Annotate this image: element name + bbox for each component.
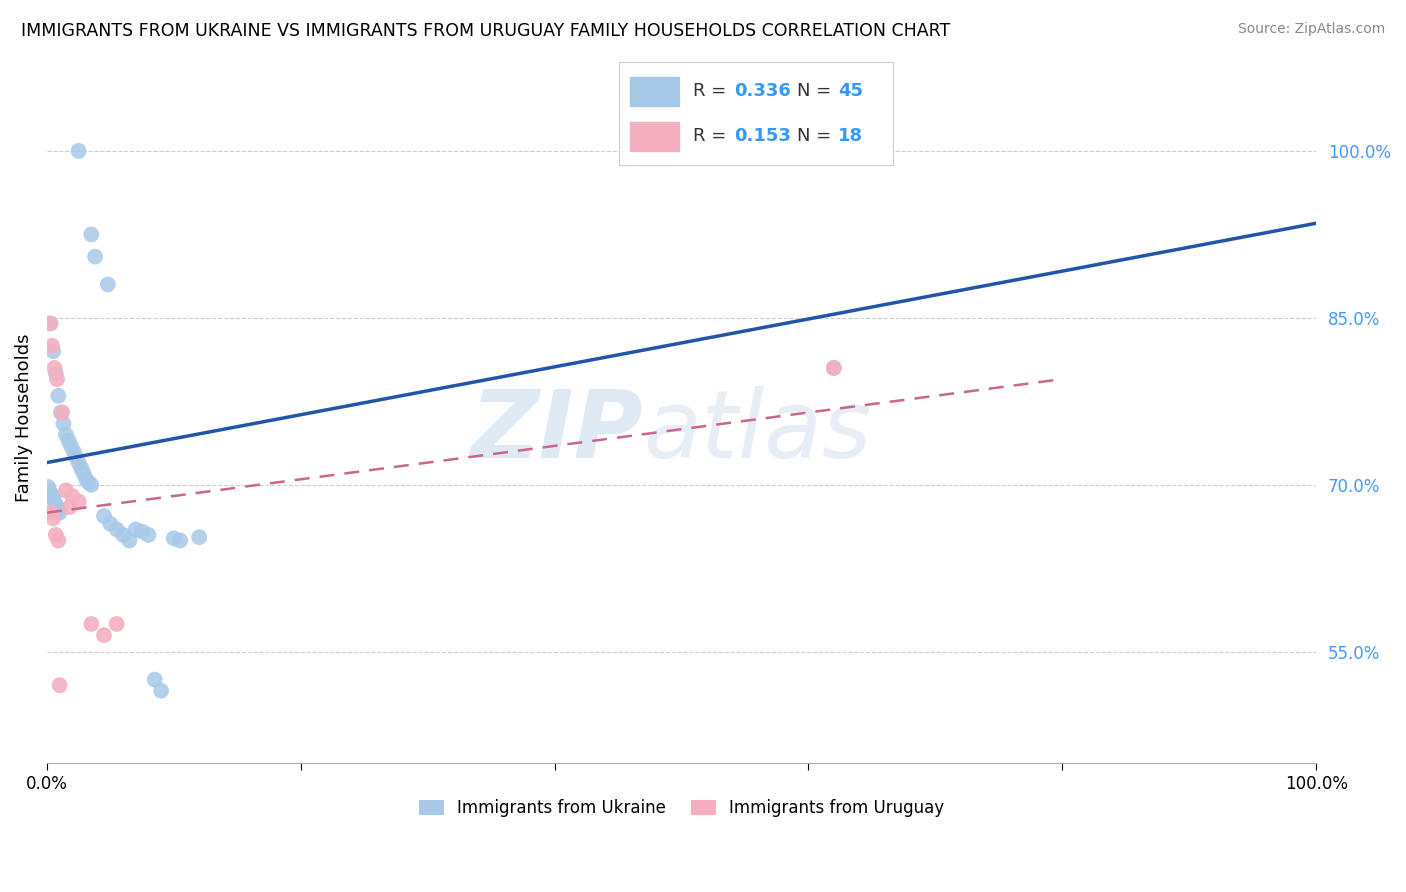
Text: Source: ZipAtlas.com: Source: ZipAtlas.com (1237, 22, 1385, 37)
Text: N =: N = (797, 82, 837, 100)
Point (169, 533, 191, 548)
Text: 0.336: 0.336 (734, 82, 790, 100)
Text: ZIP: ZIP (471, 386, 644, 478)
Point (42, 511, 65, 525)
Point (42, 491, 65, 506)
Point (93, 508, 115, 523)
Point (75, 472, 97, 486)
Point (49, 405, 72, 419)
Point (39, 487, 62, 501)
Point (46, 533, 69, 548)
Point (46, 372, 69, 386)
Point (55, 483, 77, 498)
Text: R =: R = (693, 82, 731, 100)
Point (55, 427, 77, 442)
Point (823, 361, 845, 376)
Point (46, 500, 69, 515)
Point (70, 461, 93, 475)
Point (58, 434, 80, 448)
Point (823, 361, 845, 376)
Point (46, 389, 69, 403)
Text: 18: 18 (838, 128, 863, 145)
Point (38, 317, 60, 331)
Point (80, 227, 103, 242)
Point (60, 439, 83, 453)
Point (65, 450, 87, 464)
Point (48, 506, 70, 520)
Point (38, 483, 60, 498)
Point (84, 250, 107, 264)
Bar (630, 122, 679, 151)
Bar (630, 77, 679, 105)
Text: R =: R = (693, 128, 731, 145)
Point (97, 277, 120, 292)
Point (138, 528, 160, 542)
Point (45, 367, 67, 381)
Point (98, 516, 121, 531)
Point (62, 444, 84, 458)
Point (125, 522, 148, 536)
Point (51, 405, 73, 419)
Point (41, 489, 63, 503)
Text: 45: 45 (838, 82, 863, 100)
Point (105, 522, 128, 536)
Text: IMMIGRANTS FROM UKRAINE VS IMMIGRANTS FROM URUGUAY FAMILY HOUSEHOLDS CORRELATION: IMMIGRANTS FROM UKRAINE VS IMMIGRANTS FR… (21, 22, 950, 40)
Text: 0.153: 0.153 (734, 128, 790, 145)
Point (46, 502, 69, 516)
Point (42, 344, 65, 359)
Point (39, 506, 62, 520)
Legend: Immigrants from Ukraine, Immigrants from Uruguay: Immigrants from Ukraine, Immigrants from… (412, 792, 950, 824)
Point (45, 528, 67, 542)
Point (45, 498, 67, 512)
Text: atlas: atlas (644, 386, 872, 477)
Point (131, 524, 153, 539)
Point (188, 530, 211, 544)
Point (67, 144, 90, 158)
Point (73, 467, 96, 481)
Point (105, 617, 128, 632)
Text: N =: N = (797, 128, 837, 145)
Point (118, 533, 141, 548)
Y-axis label: Family Households: Family Households (15, 334, 32, 502)
Point (80, 617, 103, 632)
Point (67, 456, 90, 470)
Point (150, 683, 173, 698)
Point (93, 628, 115, 642)
Point (59, 500, 82, 515)
Point (52, 417, 75, 431)
Point (163, 531, 186, 545)
Point (44, 494, 66, 508)
Point (44, 361, 66, 376)
Point (67, 494, 90, 508)
Point (77, 475, 100, 490)
Point (41, 339, 63, 353)
Point (37, 480, 59, 494)
Point (48, 678, 70, 692)
Point (39, 317, 62, 331)
Point (112, 528, 135, 542)
Point (80, 478, 103, 492)
Point (60, 489, 83, 503)
Point (143, 673, 166, 687)
